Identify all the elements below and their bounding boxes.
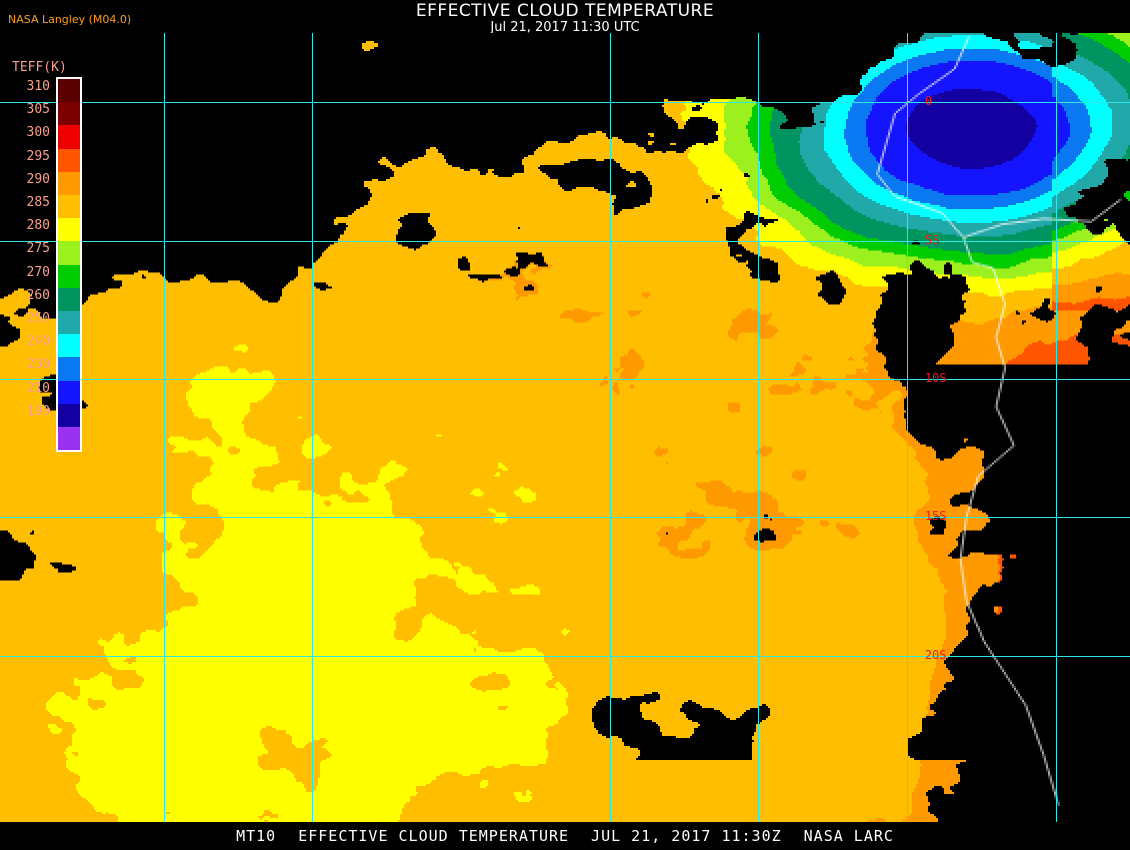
colorbar-band-3 <box>58 148 80 172</box>
gridline-lon-10W <box>312 33 313 822</box>
colorbar-band-11 <box>58 334 80 358</box>
colorbar-band-1 <box>58 102 80 126</box>
colorbar-tick-305: 305 <box>26 102 50 118</box>
colorbar-swatches <box>56 77 82 453</box>
page-subtitle: Jul 21, 2017 11:30 UTC <box>490 20 640 35</box>
colorbar-tick-275: 275 <box>26 241 50 257</box>
gridline-lat-5S <box>0 241 1130 242</box>
colorbar-band-12 <box>58 357 80 381</box>
colorbar-band-10 <box>58 311 80 335</box>
temperature-field <box>0 33 1130 822</box>
colorbar-tick-290: 290 <box>26 171 50 187</box>
colorbar-band-5 <box>58 195 80 219</box>
lat-label-10S: 10S <box>924 371 947 385</box>
gridline-lat-0 <box>0 102 1130 103</box>
footer-bar: MT10 EFFECTIVE CLOUD TEMPERATURE JUL 21,… <box>0 822 1130 850</box>
lat-label-5S: 5S <box>924 233 940 247</box>
colorbar[interactable] <box>56 77 82 453</box>
colorbar-tick-295: 295 <box>26 148 50 164</box>
colorbar-band-0 <box>58 79 80 103</box>
colorbar-tick-190: 190 <box>26 403 50 419</box>
colorbar-tick-240: 240 <box>26 334 50 350</box>
colorbar-band-13 <box>58 380 80 404</box>
colorbar-tick-310: 310 <box>26 79 50 94</box>
colorbar-tick-210: 210 <box>26 380 50 396</box>
colorbar-band-14 <box>58 403 80 428</box>
colorbar-title: TEFF(K) <box>12 60 67 75</box>
gridline-lon-5E <box>758 33 759 822</box>
gridline-lon-15E <box>1056 33 1057 822</box>
lat-label-15S: 15S <box>924 509 947 523</box>
colorbar-band-7 <box>58 241 80 265</box>
footer-timestamp: JUL 21, 2017 11:30Z <box>591 827 782 845</box>
page-title: EFFECTIVE CLOUD TEMPERATURE <box>415 1 715 21</box>
colorbar-band-4 <box>58 171 80 196</box>
footer-satellite: MT10 <box>236 827 277 845</box>
lat-label-20S: 20S <box>924 648 947 662</box>
colorbar-band-8 <box>58 264 80 288</box>
credit-label: NASA Langley (M04.0) <box>8 13 132 26</box>
colorbar-tick-270: 270 <box>26 264 50 280</box>
colorbar-band-6 <box>58 218 80 242</box>
colorbar-tick-260: 260 <box>26 287 50 303</box>
gridline-lon-0 <box>610 33 611 822</box>
map-plot-area[interactable]: 15W10W05E10E15E05S10S15S20S <box>0 33 1130 822</box>
colorbar-band-9 <box>58 287 80 312</box>
colorbar-band-2 <box>58 125 80 149</box>
gridline-lat-10S <box>0 379 1130 380</box>
gridline-lon-10E <box>907 33 908 822</box>
colorbar-tick-280: 280 <box>26 218 50 234</box>
colorbar-band-15 <box>58 427 80 451</box>
gridline-lat-15S <box>0 517 1130 518</box>
colorbar-tick-250: 250 <box>26 311 50 326</box>
footer-agency: NASA LARC <box>803 827 894 845</box>
gridline-lat-20S <box>0 656 1130 657</box>
lat-label-0: 0 <box>924 94 933 108</box>
cloud-temperature-raster <box>0 33 1130 822</box>
colorbar-tick-285: 285 <box>26 195 50 210</box>
colorbar-tick-300: 300 <box>26 125 50 141</box>
colorbar-tick-230: 230 <box>26 357 50 373</box>
footer-product: EFFECTIVE CLOUD TEMPERATURE <box>298 827 570 845</box>
gridline-lon-15W <box>164 33 165 822</box>
